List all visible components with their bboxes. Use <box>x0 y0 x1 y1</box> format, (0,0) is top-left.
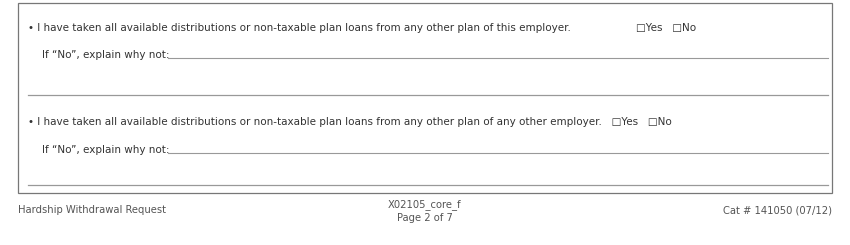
Text: • I have taken all available distributions or non-taxable plan loans from any ot: • I have taken all available distributio… <box>28 23 571 33</box>
Text: □Yes   □No: □Yes □No <box>636 23 696 33</box>
Text: Hardship Withdrawal Request: Hardship Withdrawal Request <box>18 205 166 215</box>
Text: Cat # 141050 (07/12): Cat # 141050 (07/12) <box>723 205 832 215</box>
Text: If “No”, explain why not:: If “No”, explain why not: <box>42 145 169 155</box>
Text: If “No”, explain why not:: If “No”, explain why not: <box>42 50 169 60</box>
Text: X02105_core_f: X02105_core_f <box>388 199 462 210</box>
Text: • I have taken all available distributions or non-taxable plan loans from any ot: • I have taken all available distributio… <box>28 117 672 127</box>
Text: Page 2 of 7: Page 2 of 7 <box>397 213 453 223</box>
Bar <box>18 3 832 193</box>
